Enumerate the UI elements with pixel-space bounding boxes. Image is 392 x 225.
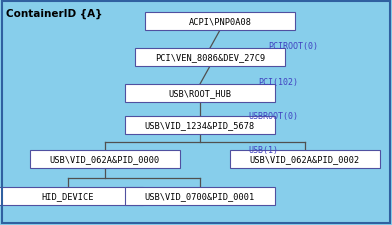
FancyBboxPatch shape: [135, 49, 285, 67]
Text: USB\VID_062A&PID_0000: USB\VID_062A&PID_0000: [50, 155, 160, 164]
FancyBboxPatch shape: [125, 187, 275, 205]
Text: USB\VID_062A&PID_0002: USB\VID_062A&PID_0002: [250, 155, 360, 164]
FancyBboxPatch shape: [125, 85, 275, 103]
Text: HID_DEVICE: HID_DEVICE: [42, 192, 94, 201]
FancyBboxPatch shape: [30, 150, 180, 168]
Text: ACPI\PNP0A08: ACPI\PNP0A08: [189, 17, 252, 26]
Text: USB\VID_0700&PID_0001: USB\VID_0700&PID_0001: [145, 192, 255, 201]
Text: USB\VID_1234&PID_5678: USB\VID_1234&PID_5678: [145, 121, 255, 130]
FancyBboxPatch shape: [145, 13, 295, 31]
FancyBboxPatch shape: [230, 150, 380, 168]
Text: PCI\VEN_8086&DEV_27C9: PCI\VEN_8086&DEV_27C9: [155, 53, 265, 62]
FancyBboxPatch shape: [125, 117, 275, 134]
Text: ContainerID {A}: ContainerID {A}: [6, 9, 102, 19]
Text: USB(1): USB(1): [248, 145, 278, 154]
Text: PCI(102): PCI(102): [258, 78, 298, 87]
Text: USBROOT(0): USBROOT(0): [248, 112, 298, 120]
FancyBboxPatch shape: [0, 187, 143, 205]
Text: PCIROOT(0): PCIROOT(0): [268, 42, 318, 51]
Text: USB\ROOT_HUB: USB\ROOT_HUB: [169, 89, 232, 98]
